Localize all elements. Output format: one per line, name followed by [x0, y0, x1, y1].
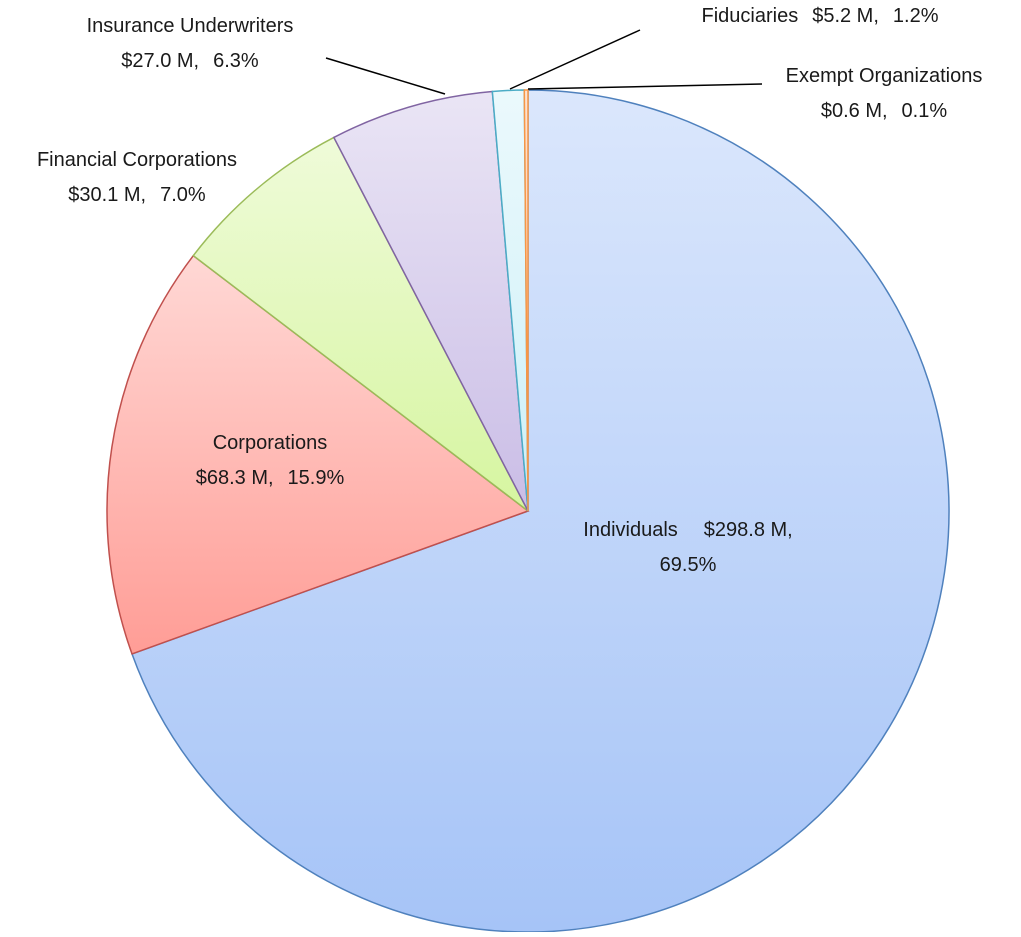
data-label: Exempt Organizations: [786, 65, 983, 87]
label-value: $5.2 M,: [812, 5, 879, 27]
data-label: Financial Corporations: [37, 149, 237, 171]
data-label: $27.0 M, 6.3%: [121, 50, 259, 72]
label-value: $27.0 M,: [121, 50, 199, 72]
label-value: $0.6 M,: [821, 100, 888, 122]
label-category: Individuals: [583, 519, 678, 541]
leader-lines: [325, 29, 763, 95]
data-labels: Individuals $298.8 M, 69.5% Corporations $68…: [37, 5, 982, 576]
label-percent: 15.9%: [288, 467, 345, 489]
label-value: $298.8 M,: [704, 519, 793, 541]
data-label: Insurance Underwriters: [87, 15, 294, 37]
label-category: Fiduciaries: [702, 5, 799, 27]
data-label: $68.3 M, 15.9%: [196, 467, 345, 489]
label-category: Insurance Underwriters: [87, 15, 294, 37]
label-category: Financial Corporations: [37, 149, 237, 171]
label-percent: 1.2%: [893, 5, 939, 27]
pie-slice: [192, 136, 529, 512]
pie-slice: [523, 89, 529, 512]
data-label: Individuals $298.8 M,: [583, 519, 792, 541]
data-label: $0.6 M, 0.1%: [821, 100, 948, 122]
label-category: Corporations: [213, 432, 328, 454]
leader-line: [325, 57, 446, 95]
label-percent: 6.3%: [213, 50, 259, 72]
data-label: $30.1 M, 7.0%: [68, 184, 206, 206]
label-category: Exempt Organizations: [786, 65, 983, 87]
label-percent: 0.1%: [902, 100, 948, 122]
pie: [106, 89, 950, 933]
label-percent: 69.5%: [660, 554, 717, 576]
pie-slice: [106, 254, 530, 655]
leader-line: [527, 83, 763, 90]
data-label: Fiduciaries $5.2 M, 1.2%: [702, 5, 939, 27]
pie-slice: [131, 89, 950, 933]
data-label: 69.5%: [660, 554, 717, 576]
label-value: $68.3 M,: [196, 467, 274, 489]
label-value: $30.1 M,: [68, 184, 146, 206]
data-label: Corporations: [213, 432, 328, 454]
leader-line: [509, 29, 641, 90]
pie-slice: [332, 90, 529, 512]
label-percent: 7.0%: [160, 184, 206, 206]
